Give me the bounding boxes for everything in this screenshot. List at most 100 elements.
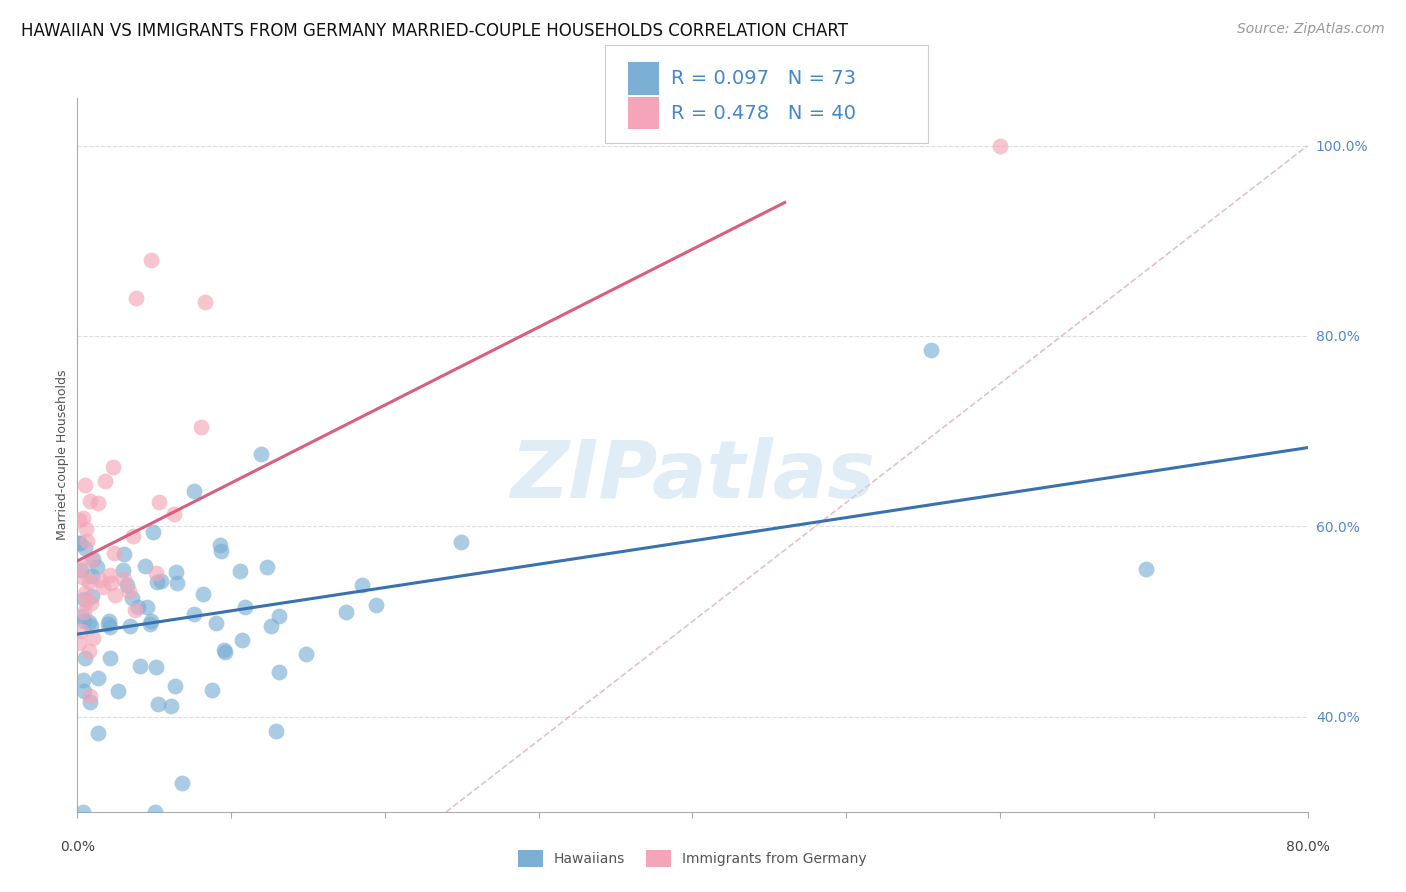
Point	[127, 599, 149, 614]
Point	[103, 546, 125, 560]
Point	[295, 647, 318, 661]
Point	[75, 541, 97, 555]
Point	[212, 643, 235, 657]
Point	[148, 495, 170, 509]
Point	[100, 575, 122, 590]
Point	[209, 544, 232, 558]
Point	[80, 596, 103, 610]
Point	[86, 559, 108, 574]
Point	[988, 138, 1011, 153]
Point	[136, 599, 159, 614]
Point	[89, 573, 111, 587]
Point	[70, 609, 93, 624]
Point	[194, 295, 217, 310]
Point	[233, 600, 256, 615]
Point	[124, 603, 146, 617]
Text: 80.0%: 80.0%	[1285, 840, 1330, 855]
Point	[145, 660, 167, 674]
Point	[79, 619, 101, 633]
Point	[125, 291, 148, 305]
Point	[75, 595, 97, 609]
Text: HAWAIIAN VS IMMIGRANTS FROM GERMANY MARRIED-COUPLE HOUSEHOLDS CORRELATION CHART: HAWAIIAN VS IMMIGRANTS FROM GERMANY MARR…	[21, 22, 848, 40]
Text: ZIPatlas: ZIPatlas	[510, 437, 875, 516]
Point	[79, 689, 101, 703]
Point	[366, 598, 388, 612]
Point	[118, 584, 141, 599]
Point	[141, 252, 163, 267]
Point	[163, 679, 186, 693]
Point	[77, 574, 100, 589]
Point	[190, 420, 212, 434]
Point	[82, 590, 104, 604]
Point	[72, 805, 94, 819]
Point	[143, 805, 166, 819]
Point	[75, 651, 97, 665]
Point	[98, 619, 121, 633]
Point	[97, 616, 120, 631]
Point	[204, 616, 226, 631]
Point	[72, 614, 94, 628]
Point	[77, 644, 100, 658]
Point	[163, 507, 186, 521]
Point	[94, 474, 117, 488]
Point	[70, 563, 93, 577]
Point	[352, 578, 374, 592]
Point	[87, 671, 110, 685]
Point	[69, 536, 91, 550]
Point	[214, 645, 236, 659]
Point	[1135, 562, 1157, 576]
Legend: Hawaiians, Immigrants from Germany: Hawaiians, Immigrants from Germany	[512, 845, 873, 872]
Point	[79, 494, 101, 508]
Point	[269, 608, 291, 623]
Point	[121, 591, 143, 605]
Point	[229, 565, 252, 579]
Text: Source: ZipAtlas.com: Source: ZipAtlas.com	[1237, 22, 1385, 37]
Point	[98, 650, 121, 665]
Point	[79, 695, 101, 709]
Point	[145, 566, 167, 581]
Point	[67, 560, 90, 574]
Point	[67, 536, 90, 550]
Text: R = 0.478   N = 40: R = 0.478 N = 40	[671, 103, 856, 123]
Point	[208, 538, 231, 552]
Y-axis label: Married-couple Households: Married-couple Households	[56, 369, 69, 541]
Point	[269, 665, 291, 679]
Point	[260, 619, 283, 633]
Point	[183, 607, 205, 621]
Point	[75, 522, 97, 536]
Point	[183, 483, 205, 498]
Point	[165, 565, 187, 579]
Point	[82, 552, 104, 566]
Point	[73, 591, 96, 606]
Point	[139, 616, 162, 631]
Point	[112, 572, 135, 586]
Point	[72, 511, 94, 525]
Point	[75, 478, 97, 492]
Point	[101, 459, 124, 474]
Point	[231, 633, 253, 648]
Point	[191, 586, 214, 600]
Point	[250, 447, 273, 461]
Point	[91, 581, 114, 595]
Point	[100, 567, 122, 582]
Point	[146, 575, 169, 590]
Point	[201, 682, 224, 697]
Text: 0.0%: 0.0%	[60, 840, 94, 855]
Point	[67, 635, 90, 649]
Point	[80, 552, 103, 566]
Point	[76, 534, 98, 549]
Point	[129, 658, 152, 673]
Point	[80, 569, 103, 583]
Point	[264, 724, 287, 739]
Point	[450, 534, 472, 549]
Point	[98, 615, 121, 629]
Text: R = 0.097   N = 73: R = 0.097 N = 73	[671, 69, 856, 88]
Point	[120, 619, 142, 633]
Point	[170, 775, 193, 789]
Point	[117, 578, 139, 592]
Point	[72, 673, 94, 687]
Point	[69, 624, 91, 638]
Point	[141, 614, 163, 628]
Point	[87, 496, 110, 510]
Point	[166, 576, 188, 591]
